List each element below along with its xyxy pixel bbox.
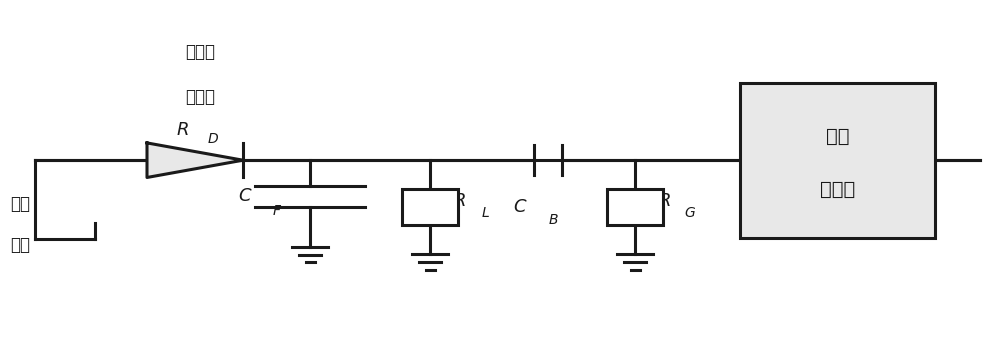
Text: D: D bbox=[208, 132, 218, 145]
Text: 低势垒: 低势垒 bbox=[185, 43, 215, 61]
Text: F: F bbox=[273, 204, 281, 218]
Bar bbox=[607, 189, 663, 225]
Text: 二极管: 二极管 bbox=[185, 88, 215, 106]
Text: 运放: 运放 bbox=[826, 127, 849, 146]
Text: 比较器: 比较器 bbox=[820, 180, 855, 198]
Text: C: C bbox=[514, 198, 526, 216]
Polygon shape bbox=[147, 143, 243, 177]
Text: G: G bbox=[685, 207, 695, 220]
Text: 耦合: 耦合 bbox=[10, 195, 30, 213]
Bar bbox=[402, 189, 458, 225]
Text: C: C bbox=[239, 188, 251, 206]
Text: B: B bbox=[548, 213, 558, 226]
Text: R: R bbox=[454, 192, 466, 210]
Text: 电路: 电路 bbox=[10, 236, 30, 254]
Text: L: L bbox=[481, 207, 489, 220]
Text: R: R bbox=[659, 192, 671, 210]
Bar bbox=[740, 83, 935, 238]
Text: R: R bbox=[177, 121, 189, 139]
